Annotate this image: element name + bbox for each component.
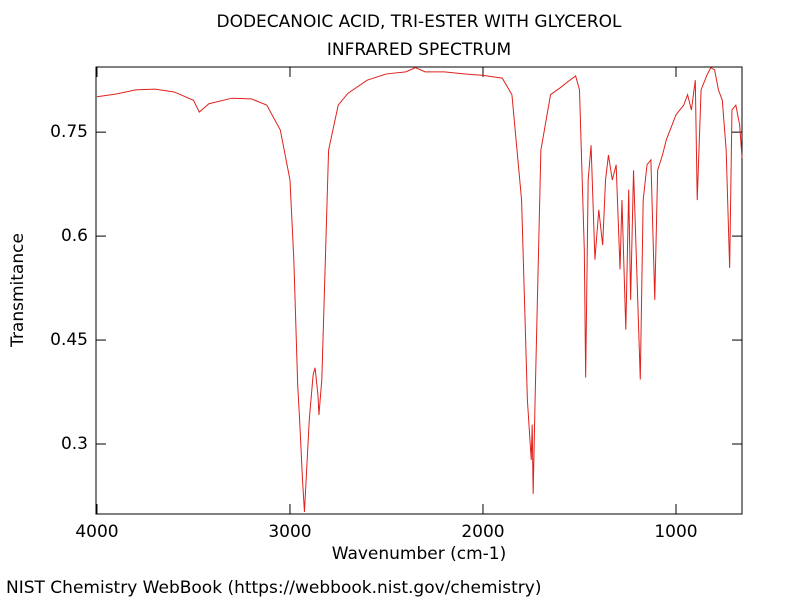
spectrum-line: [96, 67, 743, 512]
x-tick-label: 2000: [461, 522, 504, 542]
x-tick-label: 1000: [654, 522, 697, 542]
plot-frame: [95, 66, 743, 515]
footer: NIST Chemistry WebBook (https://webbook.…: [6, 578, 541, 598]
y-tick-label: 0.45: [50, 330, 88, 350]
x-tick-label: 3000: [268, 522, 311, 542]
chart-subtitle: INFRARED SPECTRUM: [327, 40, 511, 60]
x-axis-label: Wavenumber (cm-1): [332, 544, 507, 564]
y-tick-label: 0.6: [61, 226, 88, 246]
y-tick-label: 0.3: [61, 434, 88, 454]
y-axis-label: Transmitance: [8, 233, 28, 348]
x-tick-label: 4000: [75, 522, 118, 542]
y-tick-label: 0.75: [50, 122, 88, 142]
chart-title: DODECANOIC ACID, TRI-ESTER WITH GLYCEROL: [216, 12, 622, 32]
